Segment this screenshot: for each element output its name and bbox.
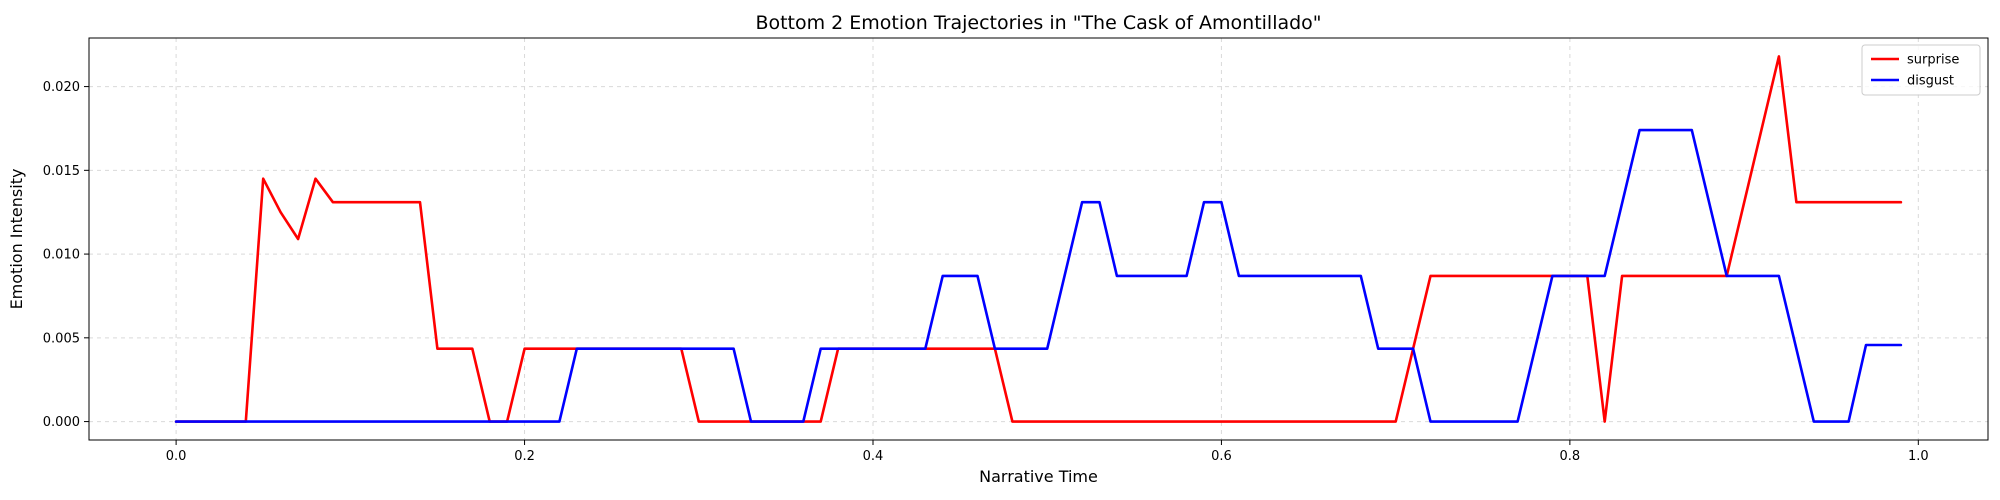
x-axis-label: Narrative Time: [979, 467, 1098, 486]
x-tick-label: 0.6: [1211, 449, 1232, 464]
plot-frame: [88, 37, 1989, 441]
x-tick-label: 0.0: [166, 449, 187, 464]
x-tick-label: 0.2: [514, 449, 535, 464]
series-line-surprise: [174, 55, 1903, 423]
legend-label-disgust: disgust: [1907, 74, 1954, 89]
x-tick-label: 1.0: [1908, 449, 1929, 464]
y-axis-label: Emotion Intensity: [7, 169, 26, 310]
legend-box: [1861, 44, 1981, 96]
y-tick-label: 0.000: [43, 415, 80, 430]
series-line-disgust: [174, 128, 1903, 423]
y-tick-label: 0.005: [43, 331, 80, 346]
chart-title: Bottom 2 Emotion Trajectories in "The Ca…: [755, 12, 1321, 34]
y-tick-label: 0.020: [43, 80, 80, 95]
y-tick-label: 0.015: [43, 164, 80, 179]
grid: [89, 38, 1988, 440]
series-layer: [174, 55, 1903, 423]
legend: surprise disgust: [1861, 44, 1981, 96]
y-tick-label: 0.010: [43, 248, 80, 263]
y-axis-ticks: 0.000 0.005 0.010 0.015 0.020: [43, 80, 89, 430]
x-tick-label: 0.4: [863, 449, 884, 464]
x-axis-ticks: 0.0 0.2 0.4 0.6 0.8 1.0: [166, 440, 1929, 464]
x-tick-label: 0.8: [1560, 449, 1581, 464]
legend-label-surprise: surprise: [1907, 53, 1959, 68]
